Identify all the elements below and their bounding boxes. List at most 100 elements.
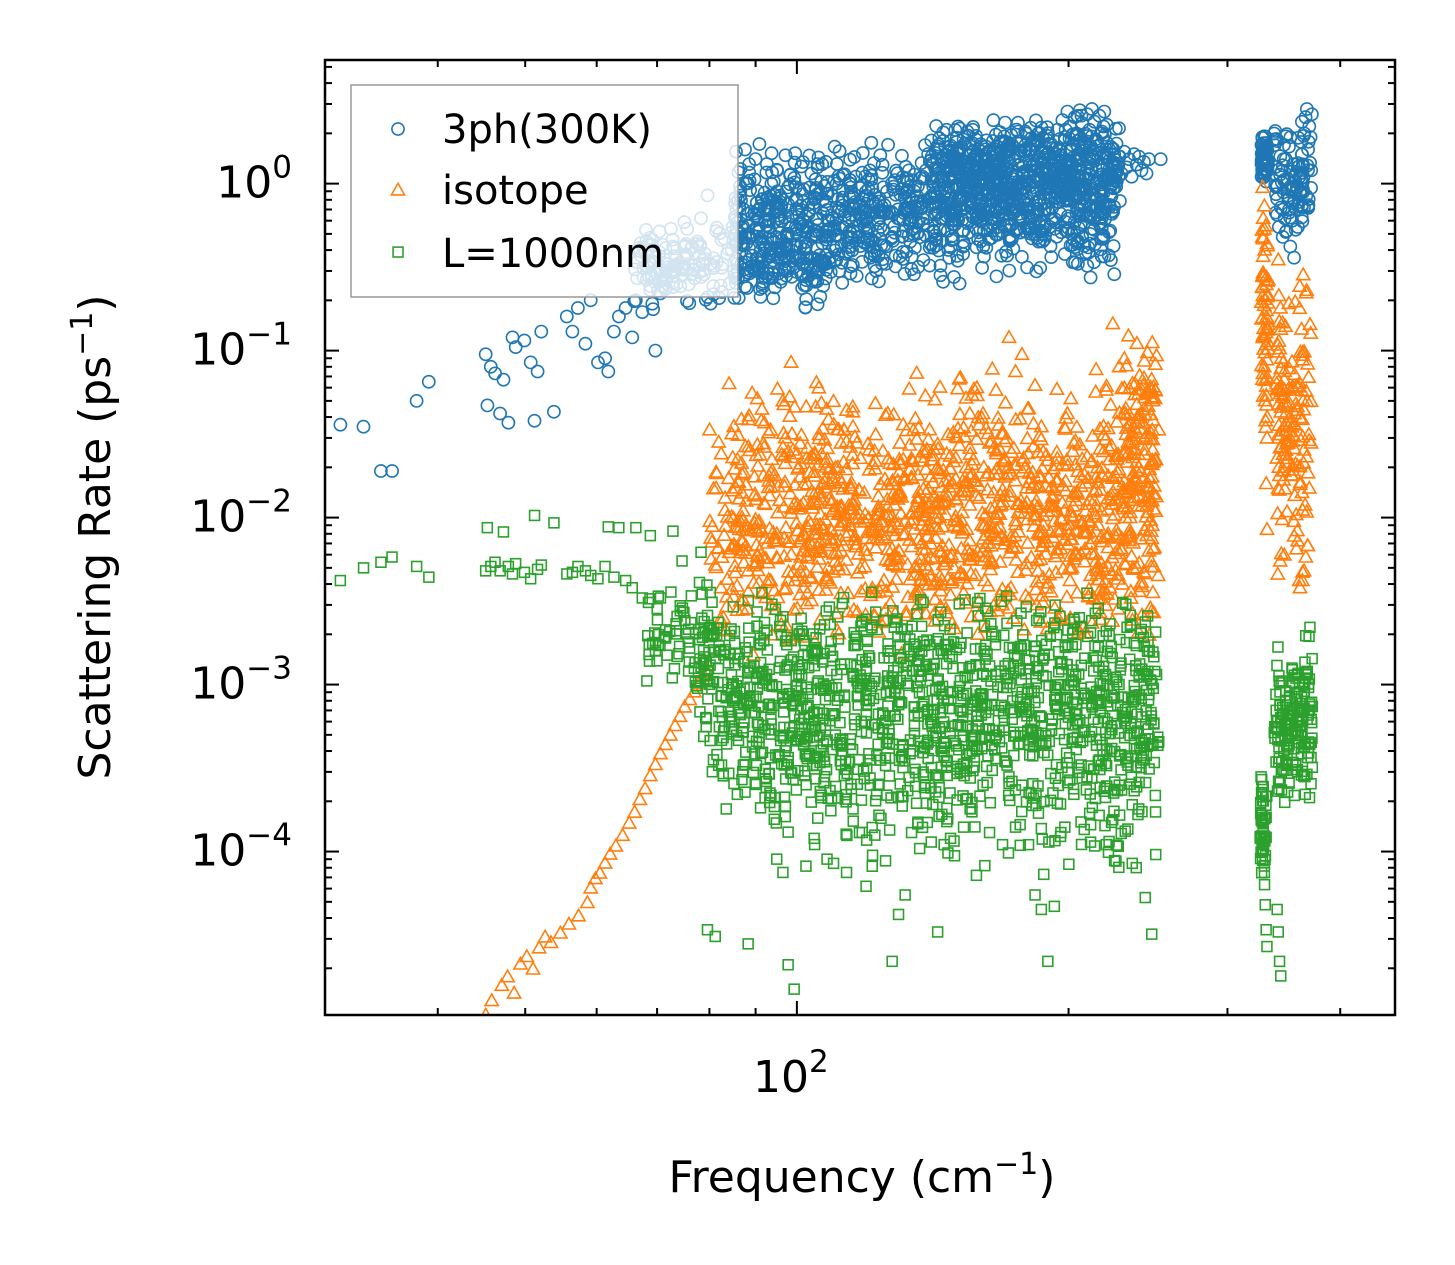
data-point (718, 588, 735, 603)
data-point (728, 777, 740, 790)
data-point (799, 475, 816, 490)
data-point (1121, 621, 1133, 633)
data-point (1038, 144, 1052, 159)
data-point (795, 579, 812, 594)
data-point (846, 199, 861, 214)
data-point (811, 430, 828, 445)
data-point (1017, 701, 1029, 714)
data-point (1005, 533, 1022, 548)
data-point (1275, 354, 1292, 369)
data-point (1056, 193, 1071, 208)
data-point (892, 713, 904, 726)
data-point (992, 553, 1009, 568)
data-point (779, 664, 791, 676)
data-point (1062, 679, 1075, 692)
data-point (1268, 375, 1285, 390)
data-point (859, 656, 872, 668)
data-point (909, 766, 922, 779)
data-point (945, 163, 959, 178)
data-point (778, 791, 791, 803)
data-point (774, 392, 791, 407)
data-point (893, 488, 910, 503)
data-point (958, 594, 974, 609)
data-point (996, 189, 1010, 204)
data-point (779, 635, 792, 647)
data-point (1072, 545, 1089, 560)
data-point (1260, 163, 1275, 178)
data-point (966, 380, 982, 395)
data-point (1274, 511, 1291, 526)
data-point (723, 629, 736, 642)
data-point (815, 519, 832, 535)
data-point (942, 250, 957, 265)
data-point (926, 591, 943, 606)
data-point (887, 527, 903, 542)
data-point (1073, 478, 1090, 493)
data-point (1272, 299, 1289, 314)
data-point (814, 785, 826, 798)
data-point (1130, 459, 1147, 474)
data-point (1107, 692, 1119, 704)
data-point (1124, 424, 1141, 440)
data-point (944, 623, 956, 636)
data-point (832, 504, 849, 519)
data-point (994, 424, 1011, 440)
data-point (1063, 858, 1075, 870)
data-point (1277, 318, 1294, 333)
data-point (851, 690, 863, 702)
data-point (1052, 520, 1069, 535)
data-point (867, 156, 881, 170)
data-point (872, 722, 884, 734)
data-point (825, 211, 840, 225)
data-point (1000, 248, 1014, 263)
data-point (925, 836, 937, 848)
data-point (864, 772, 876, 784)
data-point (647, 756, 664, 771)
data-point (1061, 559, 1078, 574)
data-point (968, 761, 980, 773)
data-point (754, 192, 769, 207)
data-point (844, 446, 861, 461)
data-point (825, 563, 842, 578)
data-point (759, 763, 771, 775)
data-point (984, 360, 1001, 375)
data-point (1039, 533, 1055, 548)
data-point (883, 508, 900, 523)
data-point (1093, 182, 1108, 196)
data-point (625, 330, 640, 345)
data-point (947, 508, 964, 523)
data-point (1257, 392, 1274, 407)
data-point (1082, 513, 1099, 528)
data-point (1003, 444, 1020, 459)
data-point (1031, 478, 1048, 493)
data-point (804, 446, 821, 461)
data-point (1301, 198, 1316, 213)
data-point (975, 260, 989, 275)
data-point (1259, 521, 1275, 536)
data-point (1043, 180, 1058, 195)
data-point (1092, 693, 1105, 706)
data-point (761, 487, 778, 502)
data-point (754, 637, 766, 650)
data-point (820, 605, 832, 617)
data-point (1292, 579, 1308, 594)
data-point (812, 540, 829, 555)
data-point (1259, 310, 1276, 325)
data-point (1295, 392, 1311, 407)
data-point (986, 134, 1000, 148)
data-point (1090, 134, 1104, 148)
data-point (756, 670, 769, 682)
data-point (978, 467, 994, 482)
data-point (710, 433, 727, 448)
data-point (1084, 427, 1101, 442)
data-point (1100, 539, 1117, 554)
data-point (713, 549, 730, 564)
data-point (970, 211, 985, 226)
data-point (1113, 540, 1130, 555)
data-point (517, 333, 532, 348)
data-point (930, 440, 946, 455)
data-point (721, 375, 738, 390)
data-point (819, 229, 833, 244)
data-point (1019, 430, 1036, 445)
data-point (825, 472, 842, 487)
